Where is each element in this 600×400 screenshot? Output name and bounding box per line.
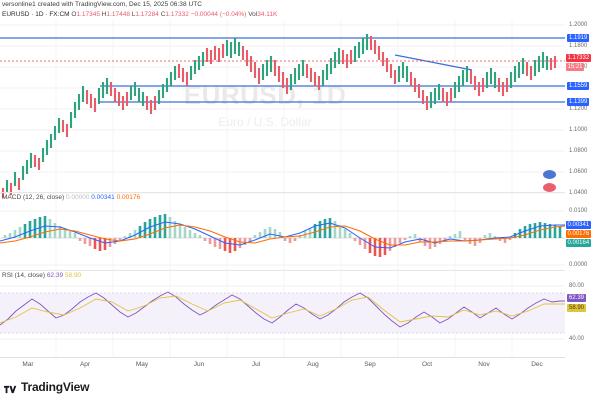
ohlc-low-value: 1.17284 (135, 11, 159, 18)
symbol-name[interactable]: EURUSD (2, 11, 30, 18)
ohlc-low-key: L (131, 11, 136, 18)
price-pane[interactable]: EURUSD, 1D Euro / U.S. Dollar (0, 20, 600, 210)
macd-badge-macd[interactable]: 0.00341 (566, 221, 591, 229)
candlestick-series (1, 34, 557, 198)
price-badge-last[interactable]: 1.17332 (566, 54, 591, 62)
price-tick-5: 1.1000 (569, 127, 588, 133)
rsi-legend[interactable]: RSI (14, close) 62.39 58.90 (2, 272, 81, 279)
macd-badge-histogram[interactable]: 0.00164 (566, 239, 591, 247)
macd-tick-top: 0.0100 (569, 208, 588, 214)
macd-axis[interactable]: 0.0100 0.0000 0.00341 0.00176 0.00164 (565, 193, 600, 271)
price-axis[interactable]: 1.2000 1.1800 1.1600 1.1400 1.1200 1.100… (565, 20, 600, 210)
ohlc-close-value: 1.17332 (165, 11, 189, 18)
time-axis[interactable]: Mar Apr May Jun Jul Aug Sep Oct Nov Dec (0, 357, 565, 373)
volume-key: Vol (248, 11, 258, 18)
time-tick-mar: Mar (22, 361, 34, 368)
symbol-exchange: FX:CM (49, 11, 70, 18)
rsi-plot-area[interactable] (0, 271, 565, 357)
price-tick-6: 1.0800 (569, 148, 588, 154)
price-tick-8: 1.0400 (569, 190, 588, 196)
ohlc-close-key: C (160, 11, 166, 18)
macd-legend[interactable]: MACD (12, 26, close) 0.00000 0.00341 0.0… (2, 194, 140, 201)
price-plot-area[interactable]: EURUSD, 1D Euro / U.S. Dollar (0, 20, 565, 210)
macd-histogram (3, 214, 562, 257)
macd-pane[interactable]: MACD (12, 26, close) 0.00000 0.00341 0.0… (0, 193, 600, 271)
macd-legend-hist-value: 0.00000 (65, 194, 90, 201)
time-tick-sep: Sep (364, 361, 376, 368)
rsi-badge-ma-value[interactable]: 58.90 (567, 304, 587, 312)
symbol-interval[interactable]: 1D (35, 11, 44, 18)
macd-legend-macd-value: 0.00341 (91, 194, 115, 201)
rsi-svg (0, 271, 565, 357)
rsi-legend-name: RSI (14, close) (2, 272, 45, 279)
price-tick-0: 1.2000 (569, 22, 588, 28)
rsi-legend-value: 62.39 (46, 272, 64, 279)
macd-gridlines (0, 210, 565, 266)
marker-red-icon (543, 183, 556, 192)
ohlc-open-value: 1.17345 (76, 11, 100, 18)
price-tick-4: 1.1200 (569, 106, 588, 112)
price-badge-countdown: 15:21 (566, 63, 585, 71)
macd-signal-line (0, 224, 565, 246)
price-tick-1: 1.1800 (569, 43, 588, 49)
time-tick-jun: Jun (193, 361, 205, 368)
rsi-pane[interactable]: RSI (14, close) 62.39 58.90 (0, 271, 600, 357)
ohlc-high-value: 1.17448 (106, 11, 130, 18)
time-tick-may: May (135, 361, 149, 368)
rsi-tick-top: 80.00 (569, 283, 585, 289)
price-badge-resistance[interactable]: 1.1919 (567, 34, 590, 42)
ohlc-open-key: O (71, 11, 77, 18)
marker-blue-icon (543, 170, 556, 179)
price-level-lines (0, 37, 565, 103)
macd-svg (0, 193, 565, 271)
price-badge-mid[interactable]: 1.1559 (567, 82, 590, 90)
rsi-ma-line (0, 295, 565, 324)
macd-legend-name: MACD (12, 26, close) (2, 194, 65, 201)
ohlc-change: −0.00044 (−0.04%) (190, 11, 247, 18)
time-tick-oct: Oct (421, 361, 433, 368)
price-vertical-gridlines (55, 20, 513, 210)
price-tick-7: 1.0600 (569, 169, 588, 175)
rsi-tick-bottom: 40.00 (569, 336, 585, 342)
time-tick-nov: Nov (478, 361, 490, 368)
price-gridlines (0, 24, 565, 194)
rsi-pane-divider (0, 270, 565, 271)
macd-tick-zero: 0.0000 (569, 262, 588, 268)
price-candles-svg (0, 20, 565, 210)
rsi-legend-ma-value: 58.90 (64, 272, 82, 279)
volume-value: 34.11K (257, 11, 278, 18)
macd-legend-signal-value: 0.00176 (116, 194, 141, 201)
macd-badge-signal[interactable]: 0.00176 (566, 230, 591, 238)
macd-vertical-gridlines (55, 193, 513, 271)
macd-plot-area[interactable] (0, 193, 565, 271)
time-tick-jul: Jul (251, 361, 261, 368)
price-badge-support[interactable]: 1.1399 (567, 98, 590, 106)
symbol-legend: EURUSD · 1D · FX:CM O1.17345 H1.17448 L1… (2, 11, 278, 18)
chart-attribution: versonline1 created with TradingView.com… (2, 1, 202, 8)
macd-pane-divider (0, 192, 565, 193)
time-tick-dec: Dec (531, 361, 543, 368)
footer: TradingView (0, 374, 600, 400)
macd-line (0, 221, 565, 249)
time-tick-aug: Aug (307, 361, 319, 368)
ohlc-high-key: H (101, 11, 107, 18)
rsi-axis[interactable]: 80.00 40.00 62.39 58.90 (565, 271, 600, 357)
tradingview-brand: TradingView (21, 380, 90, 394)
time-tick-apr: Apr (79, 361, 91, 368)
tradingview-logo-icon (4, 382, 17, 393)
rsi-badge-value[interactable]: 62.39 (567, 294, 587, 302)
